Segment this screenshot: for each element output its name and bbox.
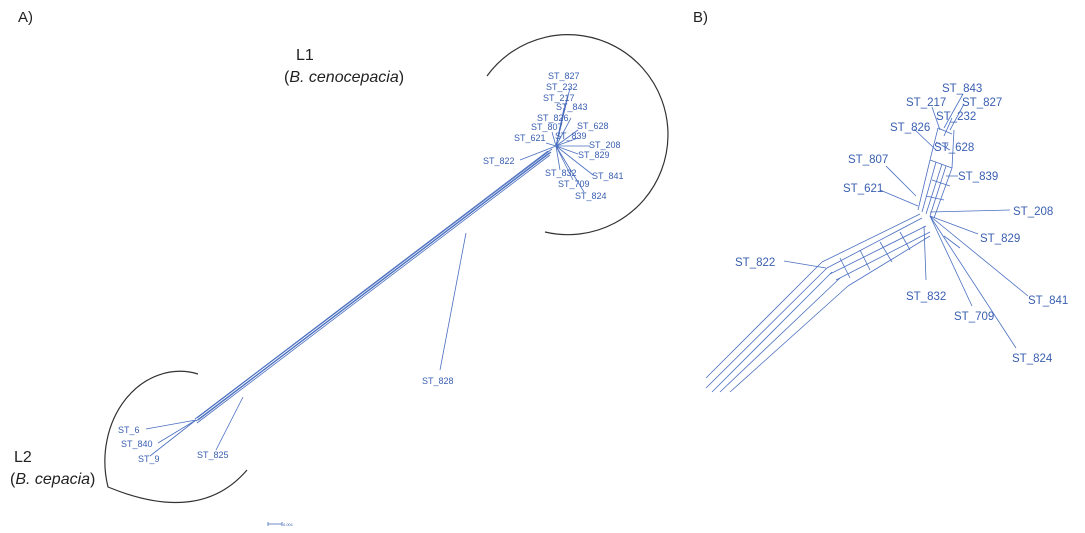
st-label-b-709: ST_709 [954,311,994,323]
lineage-1-name: L1 [296,47,314,64]
st-label-a-822: ST_822 [483,156,515,166]
st-label-a-232: ST_232 [546,82,578,92]
scale-bar: 0.001 [267,522,294,527]
st-label-b-824: ST_824 [1012,353,1053,365]
st-label-a-9: ST_9 [138,454,160,464]
st-label-a-208: ST_208 [589,140,621,150]
panel-b-label: B) [693,9,708,26]
st-label-b-829: ST_829 [980,233,1020,245]
st-label-b-232: ST_232 [936,111,976,123]
l2-cluster-branches [145,396,244,457]
main-branch-bundle [194,148,553,424]
panel-b-core [917,127,955,219]
st-label-b-841: ST_841 [1028,295,1068,307]
st-label-a-843: ST_843 [556,102,588,112]
st-label-a-832: ST_832 [545,168,577,178]
lineage-2-arc [104,370,248,504]
st-label-a-840: ST_840 [121,439,153,449]
st-label-a-826: ST_826 [537,113,569,123]
st-label-a-807: ST_807 [531,122,563,132]
branch-st828 [439,232,467,371]
st-label-b-826: ST_826 [890,122,930,134]
l1-cluster-branches [519,87,594,193]
lineage-2-species-name: B. cepacia [15,471,90,488]
st-label-a-709: ST_709 [558,179,590,189]
st-label-b-832: ST_832 [906,291,946,303]
st-label-b-827: ST_827 [962,97,1002,109]
scale-bar-label: 0.001 [283,522,294,527]
st-label-a-825: ST_825 [197,450,229,460]
panel-a-label: A) [18,9,33,26]
panel-b: B) [693,9,1068,393]
st-label-b-628: ST_628 [934,142,974,154]
lineage-1-arc [486,34,669,236]
st-label-a-217: ST_217 [543,93,575,103]
st-label-a-829: ST_829 [578,150,610,160]
panel-b-st-labels: ST_843 ST_217 ST_827 ST_232 ST_826 ST_62… [735,83,1068,365]
panel-b-trunk [705,213,931,393]
st-label-b-208: ST_208 [1013,206,1053,218]
lineage-2-name: L2 [14,449,32,466]
lineage-2-species: (B. cepacia) [10,471,95,488]
st-label-a-6: ST_6 [118,425,140,435]
st-label-a-841: ST_841 [592,171,624,181]
st-label-b-217: ST_217 [906,97,946,109]
st-label-a-839: ST_839 [555,131,587,141]
st-label-b-807: ST_807 [848,154,888,166]
st-label-a-628: ST_628 [577,121,609,131]
st-label-a-621: ST_621 [514,133,546,143]
st-label-b-822: ST_822 [735,257,775,269]
st-label-b-843: ST_843 [942,83,982,95]
st-label-a-824: ST_824 [575,191,607,201]
panel-a: A) L1 (B. cenocepacia) L2 (B. cepacia) [10,9,669,527]
st-label-b-621: ST_621 [843,183,883,195]
panel-a-st-labels: ST_827 ST_232 ST_217 ST_843 ST_826 ST_62… [118,71,624,464]
panel-b-leaf-branches [783,93,1029,349]
lineage-1-species-name: B. cenocepacia [289,69,399,86]
st-label-b-839: ST_839 [958,171,998,183]
lineage-1-species: (B. cenocepacia) [284,69,404,86]
st-label-a-828: ST_828 [422,376,454,386]
st-label-a-827: ST_827 [548,71,580,81]
